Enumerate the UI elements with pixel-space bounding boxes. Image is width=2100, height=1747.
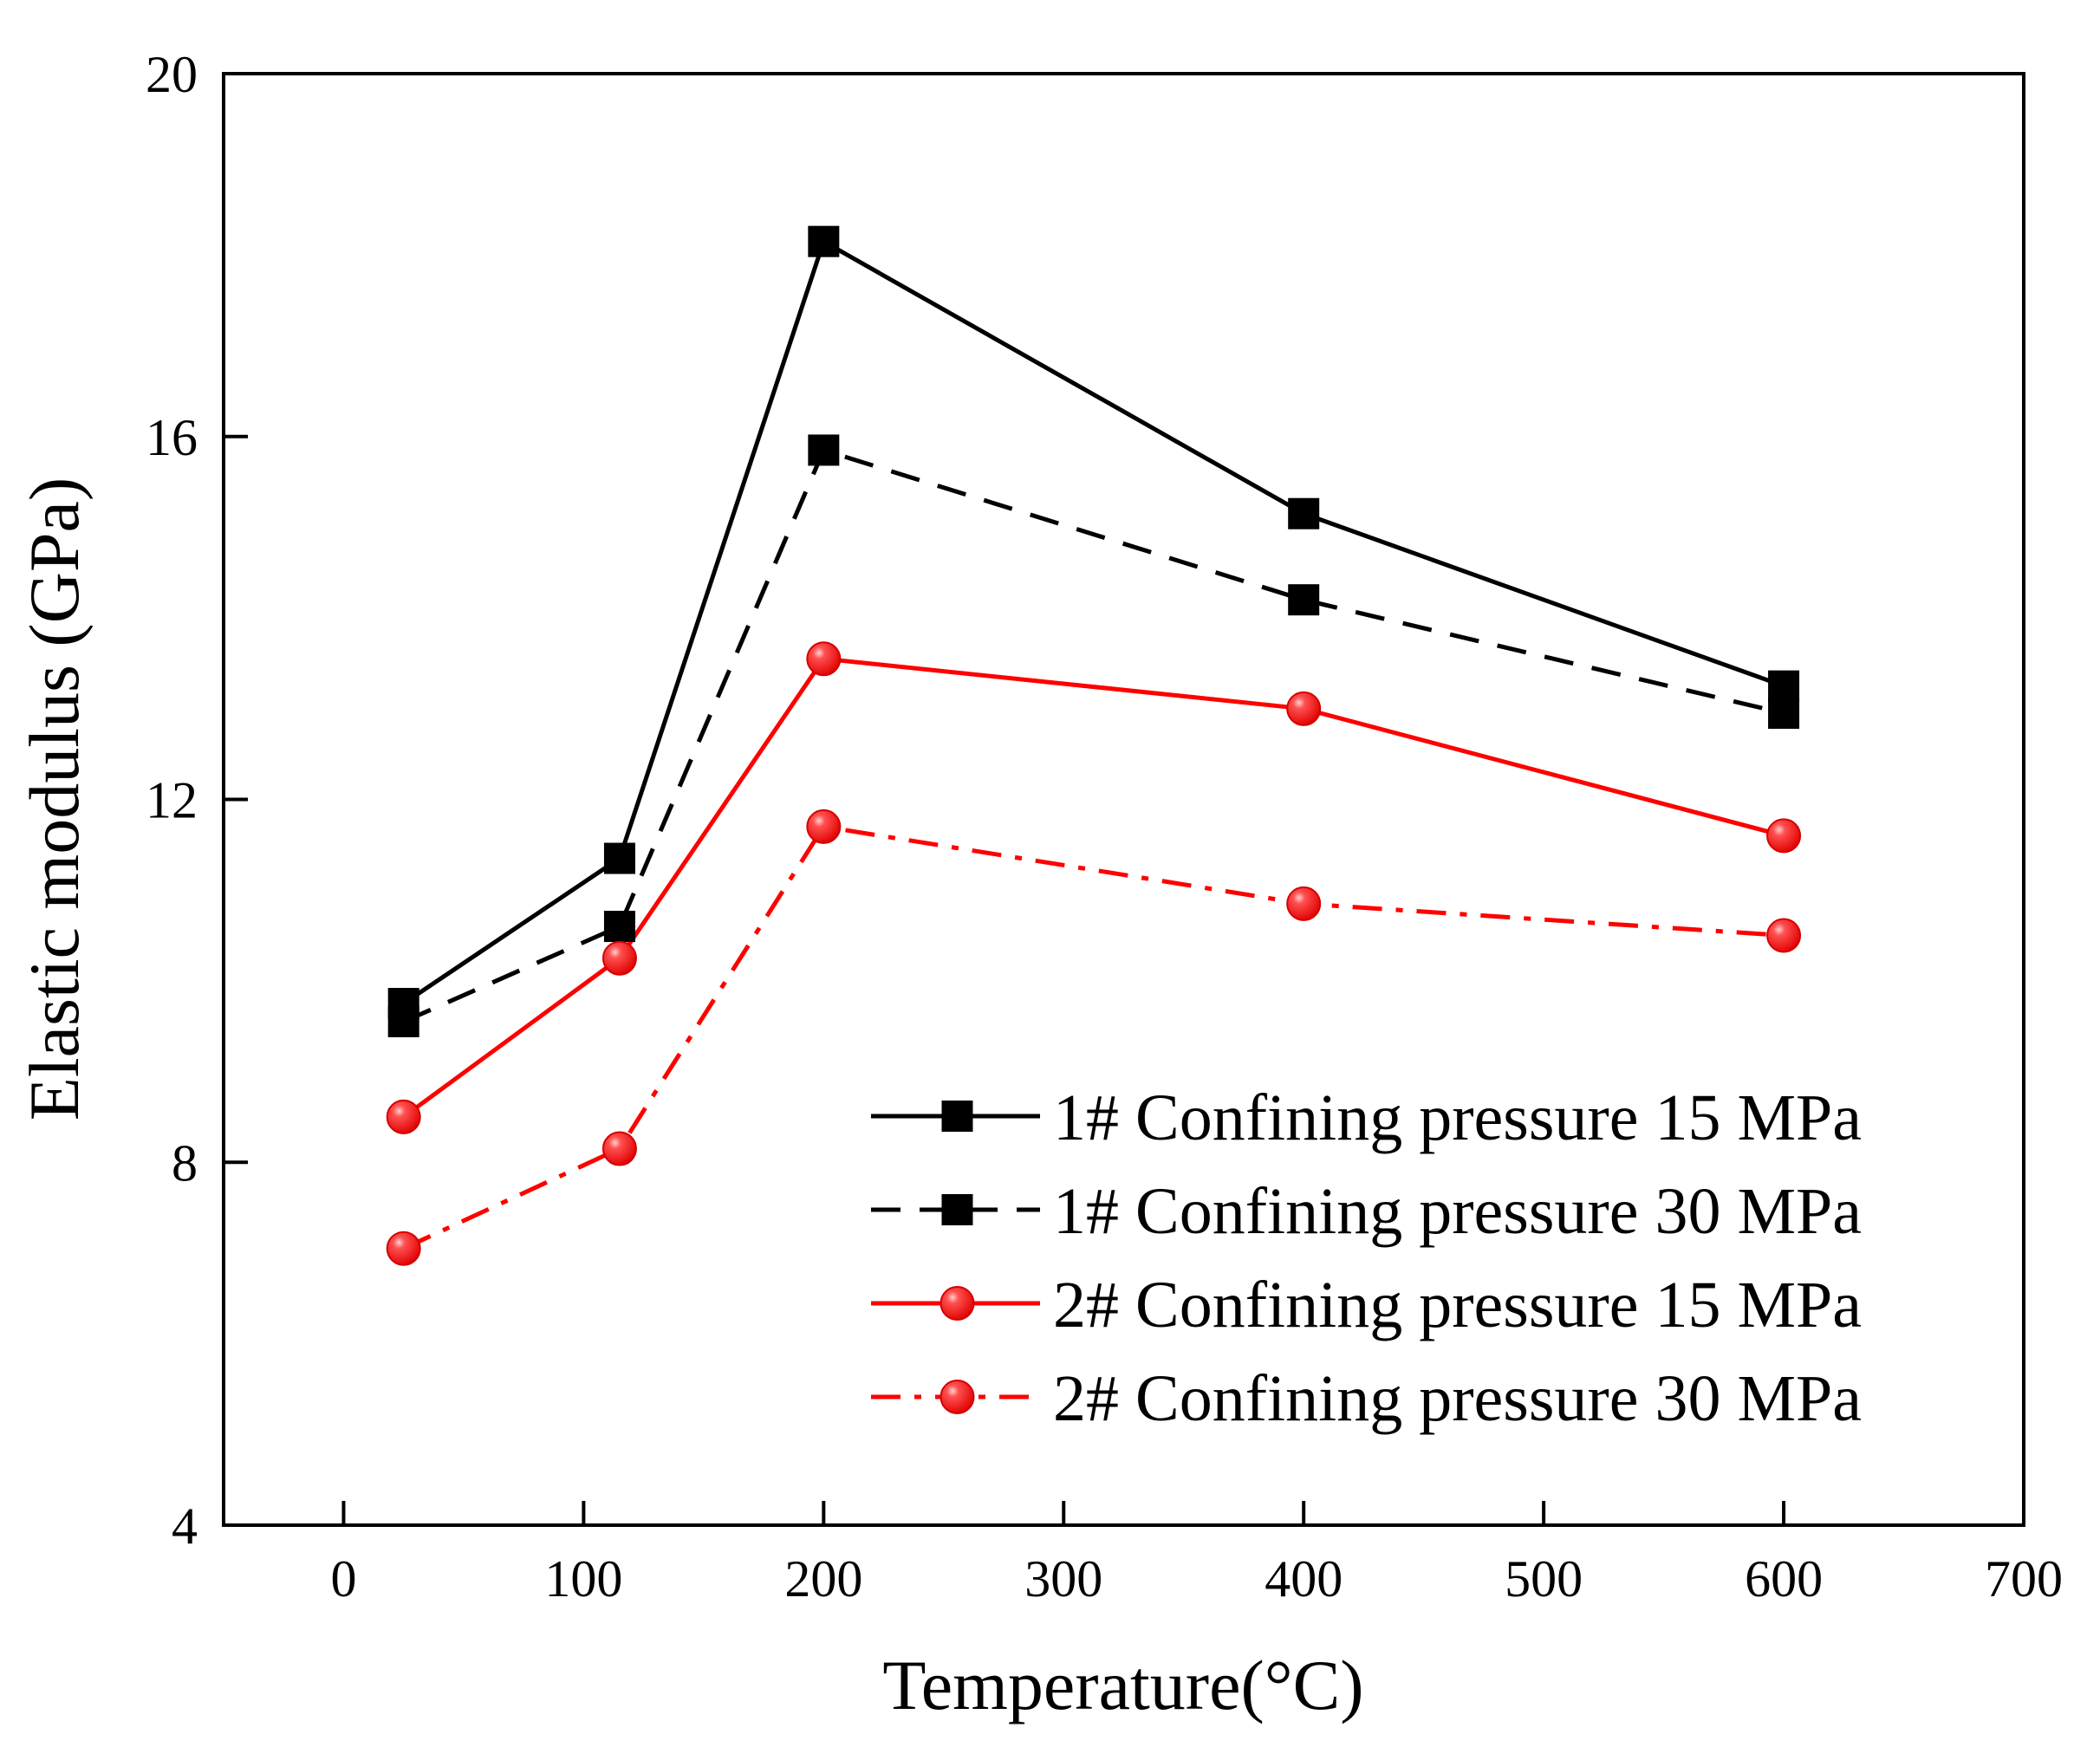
data-point-s3-3 xyxy=(806,641,842,677)
x-tick-label: 100 xyxy=(544,1550,622,1607)
legend-marker xyxy=(941,1101,973,1132)
data-point-s4-5 xyxy=(1766,918,1802,953)
x-tick-label: 700 xyxy=(1985,1550,2063,1607)
y-tick-label: 12 xyxy=(146,772,198,829)
x-tick-label: 0 xyxy=(330,1550,356,1607)
series-line-3 xyxy=(402,656,1785,1119)
x-tick-label: 600 xyxy=(1745,1550,1823,1607)
x-axis-label: Temperature(°C) xyxy=(882,1646,1363,1724)
series-line-4 xyxy=(402,824,1785,1250)
legend-label: 2# Confining pressure 30 MPa xyxy=(1053,1362,1862,1435)
data-point-s1-5 xyxy=(1768,670,1800,702)
y-tick-label: 4 xyxy=(172,1497,198,1555)
x-axis-ticks: 0 100 200 300 400 500 600 700 xyxy=(330,1501,2063,1607)
legend-marker xyxy=(939,1380,975,1414)
data-point-s1-3 xyxy=(808,225,840,257)
data-point-s4-4 xyxy=(1286,886,1322,921)
y-tick-label: 8 xyxy=(172,1134,198,1192)
data-point-s1-4 xyxy=(1288,497,1320,529)
legend-label: 2# Confining pressure 15 MPa xyxy=(1053,1269,1862,1341)
y-tick-label: 16 xyxy=(146,409,198,466)
x-tick-label: 400 xyxy=(1265,1550,1343,1607)
data-point-s4-2 xyxy=(601,1131,637,1166)
data-point-s2-2 xyxy=(603,911,635,943)
data-point-s2-1 xyxy=(387,1005,419,1037)
data-point-s3-5 xyxy=(1766,818,1802,854)
series-line-1 xyxy=(402,239,1785,1006)
legend-label: 1# Confining pressure 15 MPa xyxy=(1053,1081,1862,1154)
data-point-s3-2 xyxy=(601,940,637,976)
data-point-s2-3 xyxy=(808,434,840,466)
legend-label: 1# Confining pressure 30 MPa xyxy=(1053,1175,1862,1248)
legend-marker xyxy=(939,1286,975,1321)
data-point-s4-1 xyxy=(386,1231,421,1266)
data-point-s3-1 xyxy=(386,1099,421,1134)
data-point-s1-2 xyxy=(603,842,635,874)
y-tick-label: 20 xyxy=(146,46,198,103)
x-tick-label: 200 xyxy=(784,1550,862,1607)
y-axis-ticks: 4 8 12 16 20 xyxy=(146,46,248,1555)
y-axis-label: Elastic modulus (GPa) xyxy=(15,477,94,1120)
x-tick-label: 300 xyxy=(1024,1550,1102,1607)
data-point-s2-5 xyxy=(1768,698,1800,730)
x-tick-label: 500 xyxy=(1505,1550,1583,1607)
legend-marker xyxy=(941,1194,973,1225)
data-point-s3-4 xyxy=(1286,691,1322,726)
series-markers xyxy=(386,225,1802,1266)
data-point-s2-4 xyxy=(1288,584,1320,616)
legend: 1# Confining pressure 15 MPa 1# Confining… xyxy=(871,1081,1862,1435)
data-point-s4-3 xyxy=(806,809,842,844)
